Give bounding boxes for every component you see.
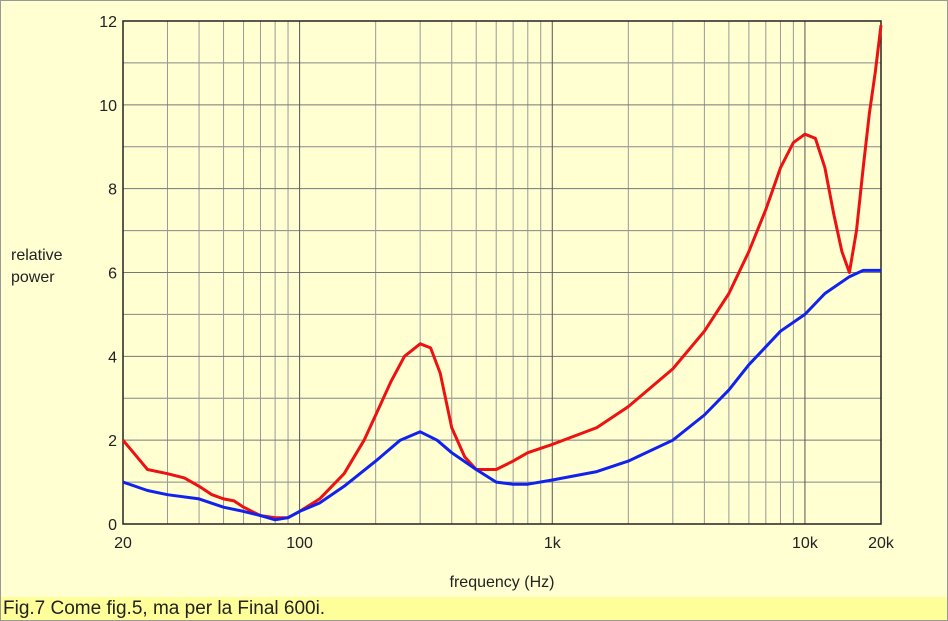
x-tick-label: 1k bbox=[544, 535, 562, 552]
y-tick-label: 8 bbox=[108, 182, 117, 199]
chart: frequency (Hz) 0 2 4 6 8 10 12 20 100 1k 10k 20k bbox=[99, 14, 895, 591]
plot-frame bbox=[122, 20, 882, 525]
x-axis-label: frequency (Hz) bbox=[450, 574, 555, 591]
y-tick-label: 10 bbox=[99, 98, 117, 115]
y-axis-label: relative power bbox=[11, 247, 63, 286]
x-tick-label: 20k bbox=[868, 535, 895, 552]
x-tick-label: 10k bbox=[792, 535, 819, 552]
y-tick-label: 12 bbox=[99, 14, 117, 31]
x-tick-label: 100 bbox=[286, 535, 313, 552]
line-series bbox=[121, 25, 883, 520]
x-tick-label: 20 bbox=[114, 535, 132, 552]
line-series bbox=[122, 268, 881, 522]
caption: Fig.7 Come fig.5, ma per la Final 600i. bbox=[1, 597, 947, 620]
y-tick-label: 2 bbox=[108, 433, 117, 450]
y-tick-label: 0 bbox=[108, 517, 117, 534]
y-tick-label: 6 bbox=[108, 266, 117, 283]
y-tick-label: 4 bbox=[108, 349, 117, 366]
